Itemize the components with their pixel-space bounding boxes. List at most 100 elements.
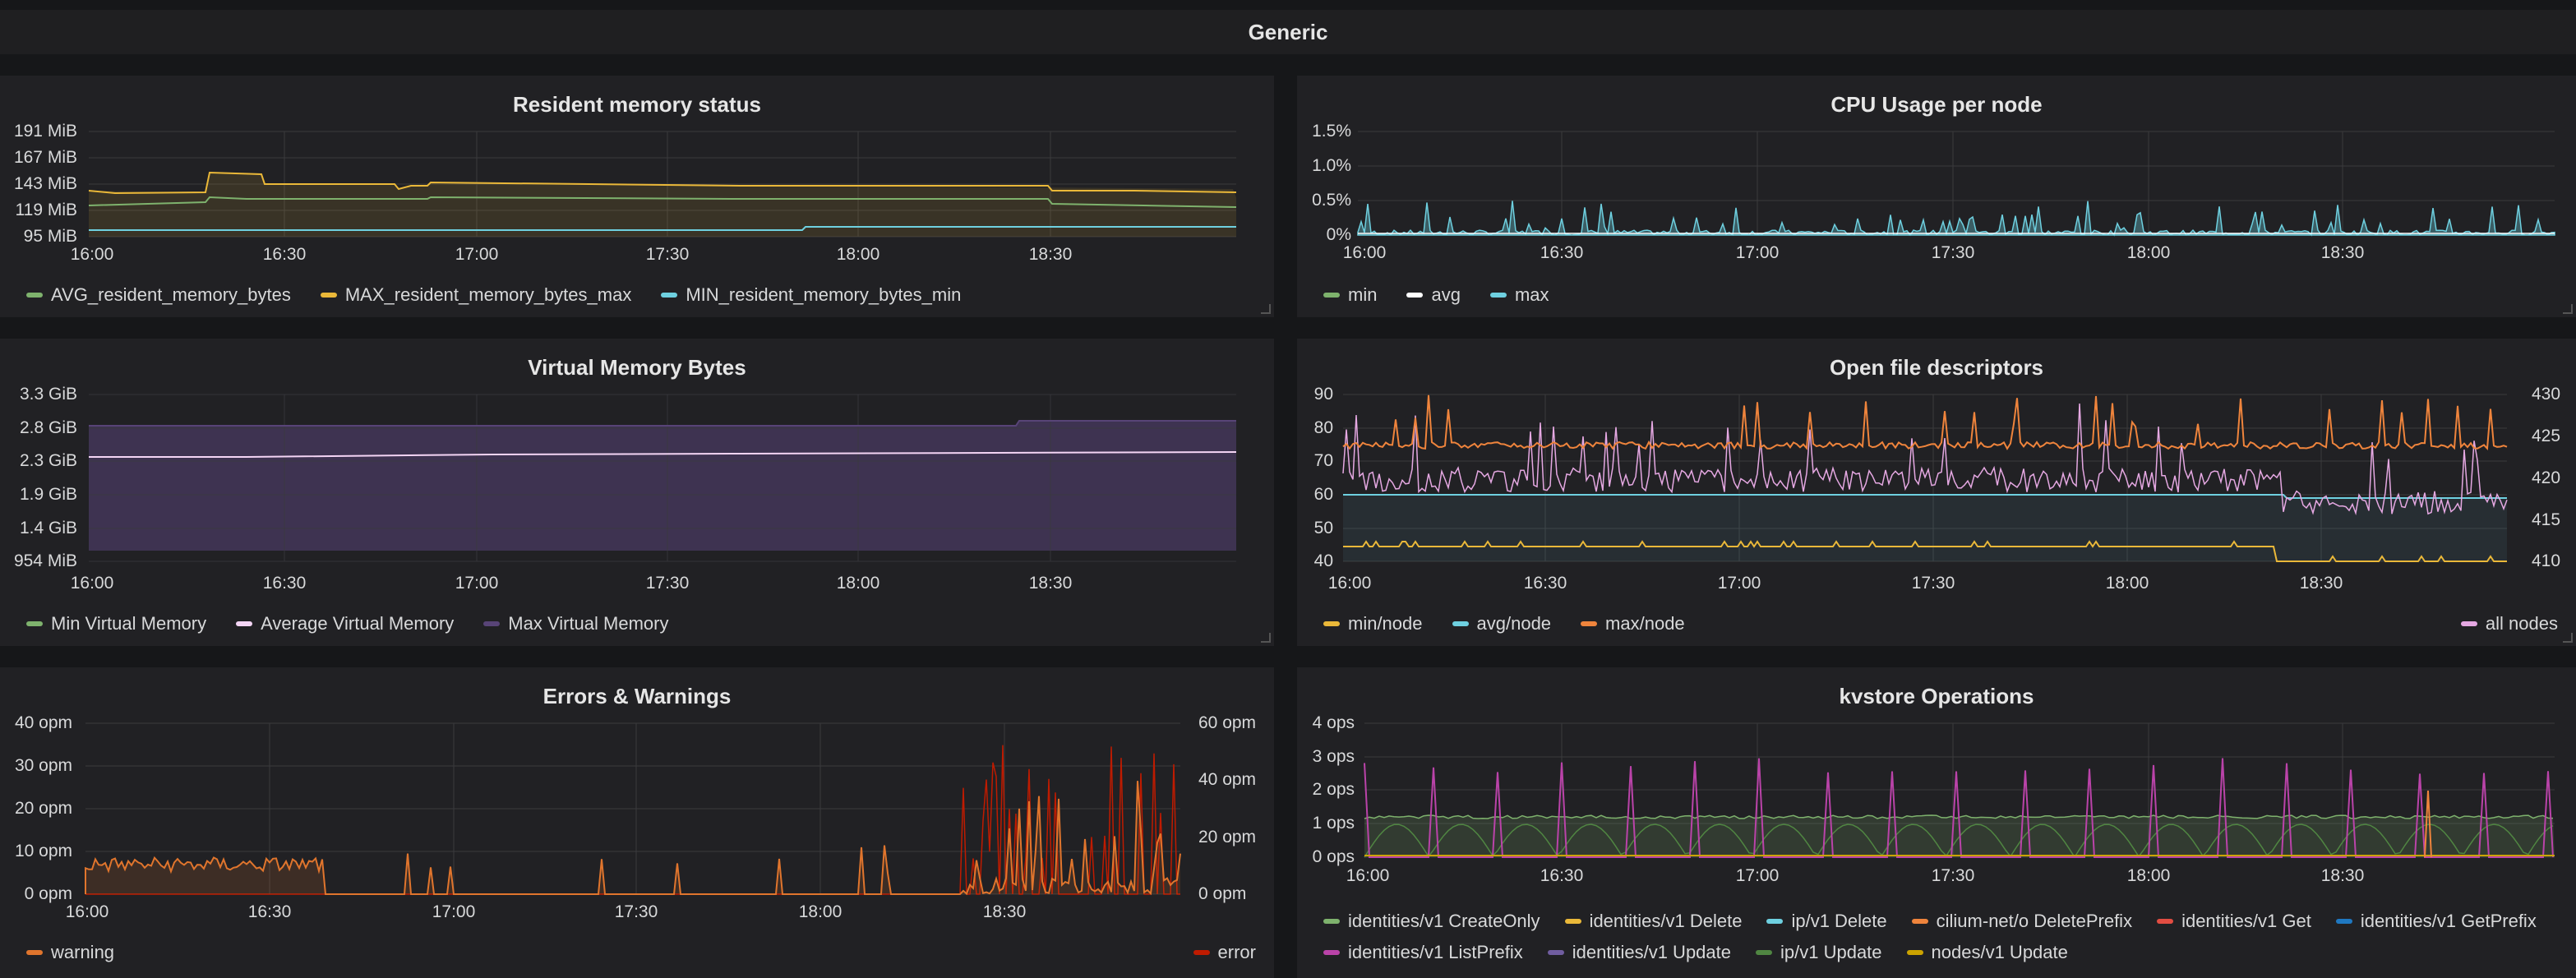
- series-all-nodes: [1342, 403, 2508, 516]
- legend-swatch: [320, 293, 337, 298]
- legend-item-max[interactable]: MAX_resident_memory_bytes_max: [320, 284, 631, 306]
- y-tick: 90: [1314, 385, 1333, 404]
- x-tick: 16:30: [1540, 243, 1584, 262]
- y-axis-labels: 40 opm 30 opm 20 opm 10 opm 0 opm: [15, 713, 72, 903]
- legend-item-avg-virtual[interactable]: Average Virtual Memory: [236, 613, 454, 634]
- legend-swatch: [1564, 919, 1581, 924]
- y-tick-right: 420: [2532, 468, 2560, 487]
- x-tick: 17:30: [646, 245, 690, 264]
- legend-item-identities-listprefix[interactable]: identities/v1 ListPrefix: [1323, 942, 1523, 963]
- panel-open-file-descriptors: Open file descriptors 90 80 70 60 50 40 …: [1297, 339, 2576, 646]
- legend-label: Min Virtual Memory: [51, 613, 207, 634]
- x-tick: 17:30: [646, 574, 690, 593]
- legend-item-min-virtual[interactable]: Min Virtual Memory: [26, 613, 206, 634]
- panel-cpu-usage: CPU Usage per node 1.5% 1.0% 0.5% 0% 16:…: [1297, 76, 2576, 317]
- panel-resize-handle[interactable]: [1261, 304, 1271, 314]
- y-tick: 1.9 GiB: [20, 485, 77, 504]
- series-avg: [89, 451, 1237, 458]
- y-tick: 30 opm: [15, 756, 72, 775]
- x-tick: 18:00: [799, 902, 843, 921]
- legend-label: max/node: [1605, 613, 1685, 634]
- legend-item-identities-get[interactable]: identities/v1 Get: [2157, 911, 2311, 932]
- x-axis-labels: 16:00 16:30 17:00 17:30 18:00 18:30: [1328, 574, 2343, 593]
- y-tick: 119 MiB: [16, 201, 77, 219]
- y-axis-right-labels: 60 opm 40 opm 20 opm 0 opm: [1198, 713, 1256, 903]
- y-tick-right: 0 opm: [1198, 884, 1246, 903]
- x-tick: 17:30: [1932, 243, 1975, 262]
- y-tick: 1.4 GiB: [20, 519, 77, 537]
- legend-item-ip-delete[interactable]: ip/v1 Delete: [1766, 911, 1887, 932]
- series-deleteprefix: [2424, 790, 2432, 858]
- legend-label: all nodes: [2485, 613, 2558, 634]
- legend-swatch: [26, 621, 43, 626]
- panel-title: kvstore Operations: [1839, 684, 2034, 708]
- y-tick: 191 MiB: [14, 122, 77, 141]
- legend-item-error[interactable]: error: [1193, 942, 1256, 963]
- legend-label: cilium-net/o DeletePrefix: [1936, 911, 2133, 931]
- cpu-usage-chart: 1.5% 1.0% 0.5% 0% 16:00 16:30 17:00 17:3…: [1312, 122, 2555, 262]
- legend-item-avg[interactable]: avg: [1406, 284, 1461, 306]
- panel-resize-handle[interactable]: [2563, 633, 2573, 643]
- legend-label: avg/node: [1476, 613, 1552, 634]
- x-tick: 16:00: [66, 902, 109, 921]
- panel-resize-handle[interactable]: [2563, 304, 2573, 314]
- legend: min avg max: [1323, 284, 1549, 306]
- virtual-memory-chart: 3.3 GiB 2.8 GiB 2.3 GiB 1.9 GiB 1.4 GiB …: [14, 385, 1237, 593]
- legend-swatch: [661, 293, 678, 298]
- legend-label: min: [1348, 284, 1378, 305]
- legend-label: identities/v1 CreateOnly: [1348, 911, 1540, 931]
- panel-resize-handle[interactable]: [1261, 633, 1271, 643]
- legend-item-avg[interactable]: AVG_resident_memory_bytes: [26, 284, 291, 306]
- legend-item-avg-node[interactable]: avg/node: [1452, 613, 1552, 634]
- legend-item-min[interactable]: MIN_resident_memory_bytes_min: [661, 284, 961, 306]
- legend-item-max-virtual[interactable]: Max Virtual Memory: [483, 613, 668, 634]
- legend-item-identities-delete[interactable]: identities/v1 Delete: [1564, 911, 1742, 932]
- legend: Min Virtual Memory Average Virtual Memor…: [26, 613, 668, 634]
- legend-item-max-node[interactable]: max/node: [1581, 613, 1685, 634]
- x-tick: 16:30: [1540, 866, 1584, 885]
- legend-swatch: [1452, 621, 1469, 626]
- y-tick: 40 opm: [15, 713, 72, 732]
- y-tick-right: 415: [2532, 510, 2560, 529]
- legend-swatch: [1323, 621, 1340, 626]
- y-tick: 0%: [1327, 225, 1351, 244]
- y-tick: 3.3 GiB: [20, 385, 77, 404]
- legend-label: avg: [1431, 284, 1461, 305]
- x-tick: 17:30: [1912, 574, 1955, 593]
- y-tick-right: 60 opm: [1198, 713, 1256, 732]
- series-avg: [88, 196, 1237, 208]
- x-axis-labels: 16:00 16:30 17:00 17:30 18:00 18:30: [1343, 243, 2365, 262]
- legend: warning: [26, 942, 114, 963]
- cpu-spikes: [1357, 201, 2555, 237]
- y-tick: 60: [1314, 485, 1333, 504]
- legend-swatch: [1911, 919, 1928, 924]
- y-axis-labels: 1.5% 1.0% 0.5% 0%: [1312, 122, 1351, 244]
- row-header-generic[interactable]: Generic: [0, 10, 2576, 54]
- x-tick: 16:30: [263, 245, 307, 264]
- y-tick-right: 430: [2532, 385, 2560, 404]
- legend-item-max[interactable]: max: [1489, 284, 1549, 306]
- legend-swatch: [1323, 919, 1340, 924]
- y-axis-right-labels: 430 425 420 415 410: [2532, 385, 2560, 570]
- legend-item-min[interactable]: min: [1323, 284, 1377, 306]
- x-tick: 18:00: [837, 574, 880, 593]
- legend-item-identities-getprefix[interactable]: identities/v1 GetPrefix: [2335, 911, 2537, 932]
- legend: AVG_resident_memory_bytes MAX_resident_m…: [26, 284, 961, 306]
- row-title: Generic: [1248, 19, 1328, 44]
- panel-title: Resident memory status: [513, 92, 761, 117]
- legend-label: identities/v1 GetPrefix: [2360, 911, 2537, 931]
- legend-item-identities-update[interactable]: identities/v1 Update: [1547, 942, 1731, 963]
- legend-item-ip-update[interactable]: ip/v1 Update: [1756, 942, 1882, 963]
- series-min: [89, 226, 1236, 231]
- legend-item-all-nodes[interactable]: all nodes: [2460, 613, 2558, 634]
- legend-item-warning[interactable]: warning: [26, 942, 114, 963]
- legend-item-cilium-deleteprefix[interactable]: cilium-net/o DeletePrefix: [1911, 911, 2133, 932]
- legend: min/node avg/node max/node: [1323, 613, 1685, 634]
- legend-item-identities-createonly[interactable]: identities/v1 CreateOnly: [1323, 911, 1540, 932]
- y-tick-right: 40 opm: [1198, 770, 1256, 789]
- x-tick: 18:00: [2127, 866, 2171, 885]
- legend-item-min-node[interactable]: min/node: [1323, 613, 1423, 634]
- resident-memory-chart: 191 MiB 167 MiB 143 MiB 119 MiB 95 MiB 1…: [14, 122, 1237, 264]
- x-tick: 16:00: [1343, 243, 1387, 262]
- legend-item-nodes-update[interactable]: nodes/v1 Update: [1906, 942, 2068, 963]
